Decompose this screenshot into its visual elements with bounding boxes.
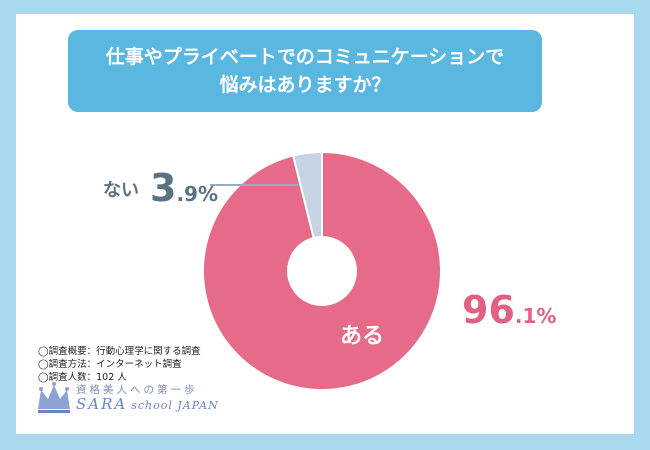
aru-value-main: 96 <box>462 288 515 332</box>
crown-icon <box>38 382 70 413</box>
donut-slice-aru <box>202 150 442 391</box>
aru-value-sub: .1% <box>514 304 557 328</box>
question-title-line-2: 悩みはありますか？ <box>219 74 391 96</box>
question-title-line-1: 仕事やプライベートでのコミュニケーションで <box>105 46 505 68</box>
logo-name-sub: school JAPAN <box>131 399 219 412</box>
logo-tagline: 資格美人への第一歩 <box>76 384 198 396</box>
nai-value-main: 3 <box>150 166 177 210</box>
question-title: 仕事やプライベートでのコミュニケーションで 悩みはありますか？ <box>68 30 542 112</box>
slice-label-nai: ない <box>103 180 139 201</box>
survey-line-2: ◯調査方法：インターネット調査 <box>38 359 182 370</box>
logo: 資格美人への第一歩 SARA school JAPAN <box>36 380 236 416</box>
slice-value-nai: 3.9% <box>150 166 218 210</box>
survey-line-3: ◯調査人数：102 人 <box>38 372 127 383</box>
logo-name-main: SARA <box>76 395 128 413</box>
nai-value-sub: .9% <box>176 182 219 206</box>
slice-value-aru: 96.1% <box>462 288 556 332</box>
survey-info: ◯調査概要：行動心理学に関する調査 ◯調査方法：インターネット調査 ◯調査人数：… <box>38 345 201 384</box>
logo-name: SARA school JAPAN <box>76 395 219 413</box>
survey-line-1: ◯調査概要：行動心理学に関する調査 <box>38 346 201 357</box>
donut-slice-nai <box>291 150 323 240</box>
slice-label-aru: ある <box>340 324 385 349</box>
